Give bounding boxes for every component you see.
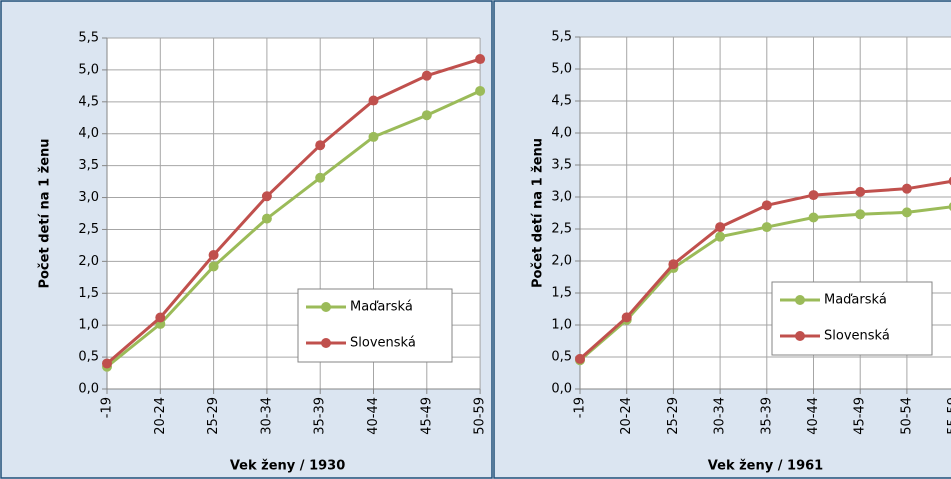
point	[901, 207, 912, 218]
y-axis-title: Počet detí na 1 ženu	[38, 138, 53, 288]
x-tick-label: 25-29	[666, 397, 681, 435]
point	[208, 261, 219, 272]
y-tick-label: 3,5	[78, 158, 99, 173]
point	[208, 249, 219, 260]
point	[901, 183, 912, 194]
x-tick-label: 40-44	[806, 397, 821, 435]
point	[715, 222, 726, 233]
y-tick-label: 1,5	[78, 286, 99, 301]
legend-marker	[321, 338, 331, 348]
y-tick-label: 2,5	[78, 222, 99, 237]
legend-marker	[321, 302, 331, 312]
series-line	[106, 57, 481, 365]
y-tick-label: 5,0	[551, 62, 572, 77]
x-tick-label: 30-34	[259, 397, 274, 435]
point	[855, 209, 866, 220]
y-tick-label: 5,5	[551, 30, 572, 45]
point	[475, 54, 486, 65]
x-tick-label: 35-39	[759, 397, 774, 435]
y-tick-label: 4,0	[78, 126, 99, 141]
legend-marker	[795, 295, 805, 305]
y-tick-label: 1,0	[78, 318, 99, 333]
y-tick-label: 5,0	[78, 62, 99, 77]
x-axis-title: Vek ženy / 1961	[708, 459, 823, 474]
legend-marker	[795, 331, 805, 341]
y-tick-label: 0,5	[78, 350, 99, 365]
point	[621, 312, 632, 323]
point	[421, 110, 432, 121]
point	[855, 186, 866, 197]
y-tick-label: 0,0	[78, 382, 99, 397]
y-tick-label: 2,5	[551, 222, 572, 237]
legend-label: Maďarská	[824, 293, 887, 308]
series-line	[106, 89, 481, 368]
point	[475, 85, 486, 96]
point	[948, 176, 951, 186]
point	[368, 131, 379, 142]
y-tick-label: 3,0	[551, 190, 572, 205]
point	[808, 190, 819, 201]
y-tick-label: 2,0	[551, 254, 572, 269]
chart: 0,0 0,5 1,0 1,5 2,0 2,5 3,0 3,5 4,0 4,5 5,0 5,5 -19 2…	[493, 0, 951, 479]
point	[761, 222, 772, 233]
y-tick-label: 2,0	[78, 254, 99, 269]
point	[261, 191, 272, 202]
x-axis-title: Vek ženy / 1930	[230, 459, 345, 474]
legend-box	[771, 281, 933, 356]
point	[668, 259, 679, 270]
x-tick-label: 20-24	[619, 397, 634, 435]
y-tick-label: 0,0	[551, 382, 572, 397]
point	[948, 202, 951, 211]
x-tick-label: 50-59	[473, 397, 488, 435]
y-tick-label: 4,5	[551, 94, 572, 109]
y-tick-label: 0,5	[551, 350, 572, 365]
point	[421, 70, 432, 81]
y-tick-label: 1,0	[551, 318, 572, 333]
x-tick-label: 35-39	[313, 397, 328, 435]
y-tick-label: 1,5	[551, 286, 572, 301]
point	[315, 172, 326, 183]
point	[102, 358, 112, 369]
point	[808, 212, 819, 223]
y-tick-label: 5,5	[78, 31, 99, 46]
x-tick-label: 30-34	[713, 397, 728, 435]
point	[261, 213, 272, 224]
x-tick-label: -19	[573, 397, 588, 418]
y-tick-label: 4,0	[551, 126, 572, 141]
point	[715, 231, 726, 242]
x-tick-label: -19	[100, 397, 115, 418]
x-tick-label: 45-49	[419, 397, 434, 435]
x-tick-label: 50-54	[899, 397, 914, 435]
x-tick-label: 20-24	[153, 397, 168, 435]
legend-label: Slovenská	[350, 336, 416, 351]
y-tick-label: 3,0	[78, 190, 99, 205]
point	[155, 312, 166, 323]
legend-box	[297, 288, 453, 363]
x-tick-label: 55-59	[946, 397, 951, 435]
point	[315, 140, 326, 151]
point	[761, 200, 772, 211]
x-tick-label: 25-29	[206, 397, 221, 435]
y-tick-label: 3,5	[551, 158, 572, 173]
legend-label: Slovenská	[824, 329, 890, 344]
point	[575, 353, 585, 364]
y-tick-label: 4,5	[78, 94, 99, 109]
legend-label: Maďarská	[350, 300, 413, 315]
y-axis-title: Počet detí na 1 ženu	[531, 138, 546, 288]
x-tick-label: 40-44	[366, 397, 381, 435]
x-tick-label: 45-49	[853, 397, 868, 435]
point	[368, 95, 379, 106]
chart: 0,0 0,5 1,0 1,5 2,0 2,5 3,0 3,5 4,0 4,5 5,0 5,5 -19 2…	[0, 0, 493, 479]
